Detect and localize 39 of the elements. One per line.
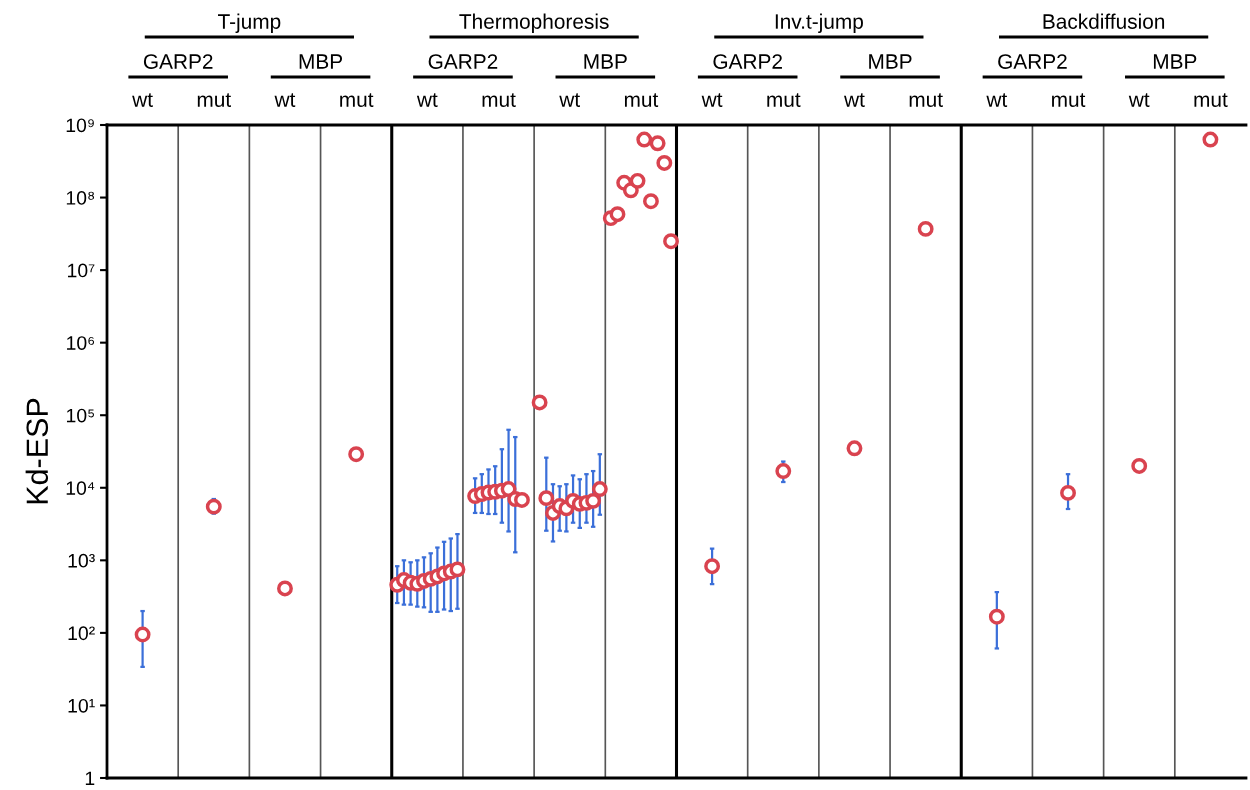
text: MBP (1153, 54, 1197, 69)
x-tick-label: mut (909, 93, 943, 107)
text: GARP2 (713, 54, 782, 69)
x-tick-label: mut (1194, 93, 1228, 107)
text: T-jump (218, 13, 281, 33)
x-tick-label: wt (1128, 93, 1150, 107)
text: MBP (584, 54, 627, 69)
y-tick-label: 10⁹ (66, 118, 94, 133)
x-tick-label: mut (767, 93, 801, 107)
y-tick-label: 10³ (68, 553, 95, 568)
x-tick-label: wt (274, 93, 296, 107)
x-tick-label: mut (197, 93, 231, 107)
text: Backdiffusion (1043, 13, 1165, 29)
x-tick-label: wt (559, 93, 580, 107)
text: Inv.t-jump (775, 13, 863, 33)
x-tick-label: wt (986, 93, 1008, 107)
y-tick-label: 10⁷ (68, 263, 95, 278)
x-tick-label: wt (416, 93, 438, 107)
y-tick-label: 10⁶ (67, 336, 95, 350)
y-axis-title: Kd-ESP (25, 398, 49, 504)
x-tick-label: wt (701, 93, 723, 107)
y-tick-label: 10¹ (68, 698, 95, 713)
y-tick-label: 10⁴ (66, 481, 95, 496)
text: MBP (869, 54, 912, 69)
x-tick-label: mut (482, 93, 516, 107)
x-tick-label: mut (1052, 93, 1086, 107)
text: MBP (299, 54, 343, 69)
x-tick-label: mut (624, 93, 659, 107)
text: GARP2 (428, 54, 498, 69)
x-tick-label: wt (844, 93, 865, 107)
y-tick-label: 10⁵ (66, 408, 94, 423)
x-tick-label: wt (132, 93, 153, 107)
x-tick-label: mut (340, 93, 374, 107)
text: Thermophoresis (459, 13, 609, 33)
text: GARP2 (998, 54, 1067, 69)
y-tick-label: 10⁸ (66, 191, 95, 205)
y-tick-label: 1 (85, 771, 95, 786)
text: GARP2 (143, 54, 213, 69)
y-tick-label: 10² (68, 626, 95, 641)
